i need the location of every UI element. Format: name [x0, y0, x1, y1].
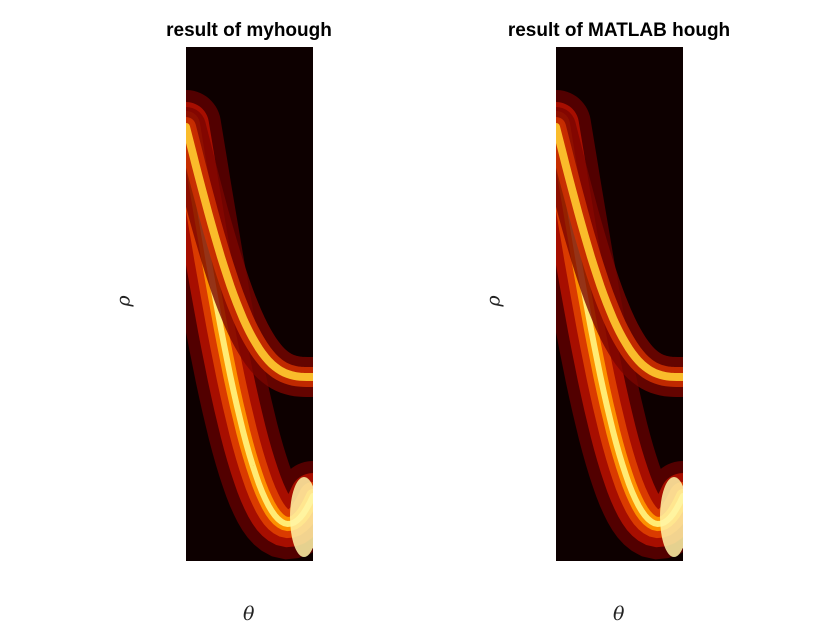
hough-peak-hotspot [660, 477, 683, 557]
x-axis-label: θ [243, 603, 255, 625]
y-axis-label: ρ [112, 295, 135, 307]
heatmap-canvas [186, 90, 313, 560]
hough-band-layer [556, 123, 683, 381]
y-axis-label: ρ [482, 295, 505, 307]
plot-title: result of MATLAB hough [507, 20, 731, 41]
plot-title: result of myhough [166, 20, 332, 41]
hough-band-layer [186, 123, 313, 381]
hough-peak-hotspot [290, 477, 313, 557]
heatmap-canvas [556, 90, 683, 560]
hough-accumulator-image [556, 47, 683, 561]
x-axis-label: θ [613, 603, 625, 625]
subplot-myhough: result of myhough ρ θ [112, 20, 332, 625]
hough-accumulator-image [186, 47, 313, 561]
subplot-matlab-hough: result of MATLAB hough ρ θ [370, 0, 790, 630]
